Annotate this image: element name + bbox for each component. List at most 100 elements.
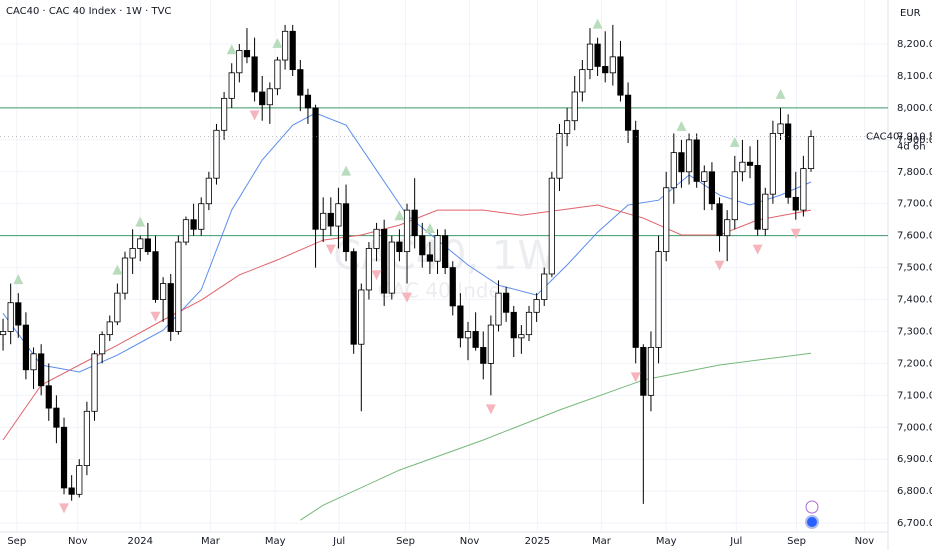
y-tick-label: 7,500.00 xyxy=(897,263,932,274)
candle-body xyxy=(556,133,563,179)
candle-body xyxy=(617,56,624,96)
candle-body xyxy=(525,311,533,336)
candle-body xyxy=(236,50,243,74)
moving-average xyxy=(300,352,812,521)
y-tick-label: 7,600.00 xyxy=(897,231,932,242)
signal-up xyxy=(135,216,146,227)
signal-down xyxy=(249,110,260,121)
candle-body xyxy=(274,59,281,90)
candle-body xyxy=(76,465,83,495)
signal-down xyxy=(325,244,336,255)
candle-body xyxy=(53,407,60,428)
candle-body xyxy=(655,251,662,348)
signal-up xyxy=(676,120,687,131)
candle-body xyxy=(678,152,685,173)
y-tick-label: 8,000.00 xyxy=(897,103,932,114)
candle-body xyxy=(137,238,144,249)
candle-body xyxy=(266,88,273,106)
candle-body xyxy=(350,251,357,345)
candle-body xyxy=(251,56,258,93)
candle-body xyxy=(518,334,525,339)
signal-up xyxy=(424,223,435,234)
candle-body xyxy=(457,305,464,339)
candle-body xyxy=(205,177,212,205)
x-tick-label: Sep xyxy=(787,536,806,547)
candle-body xyxy=(30,353,37,371)
candle-body xyxy=(785,123,792,198)
x-tick-label: Nov xyxy=(460,536,480,547)
candle-body xyxy=(640,347,647,396)
candle-body xyxy=(289,30,296,71)
candle-body xyxy=(91,353,98,412)
candle-body xyxy=(777,123,784,134)
y-tick-label: 7,000.00 xyxy=(897,422,932,433)
candle-body xyxy=(45,385,52,409)
signal-up xyxy=(592,18,603,29)
symbol-label: CAC40 xyxy=(866,131,899,142)
y-tick-label: 7,700.00 xyxy=(897,199,932,210)
last-price-label: 7,910.59 xyxy=(897,131,932,142)
candle-body xyxy=(152,251,159,300)
candle-body xyxy=(503,292,510,313)
candle-body xyxy=(411,209,418,237)
signal-down xyxy=(790,228,801,239)
candle-body xyxy=(663,187,670,253)
y-tick-label: 7,300.00 xyxy=(897,326,932,337)
candle-body xyxy=(716,203,723,237)
signal-up xyxy=(775,88,786,99)
candle-body xyxy=(304,94,312,109)
y-tick-label: 6,700.00 xyxy=(897,518,932,529)
event-icon[interactable] xyxy=(805,515,819,529)
candle-body xyxy=(708,171,716,205)
signal-up xyxy=(112,264,123,275)
candle-body xyxy=(7,302,14,332)
watermark-subtitle: CAC 40 Index xyxy=(378,279,513,303)
candle-body xyxy=(586,43,594,71)
candle-body xyxy=(312,107,319,230)
y-tick-label: 6,900.00 xyxy=(897,454,932,465)
candle-body xyxy=(297,69,304,96)
candle-body xyxy=(541,273,548,300)
candle-body xyxy=(335,203,342,227)
candle-body xyxy=(167,283,174,332)
signal-down xyxy=(752,244,763,255)
candle-body xyxy=(198,203,205,230)
x-tick-label: May xyxy=(265,536,286,547)
signal-down xyxy=(150,311,161,322)
currency[interactable]: EUR xyxy=(900,8,921,19)
candle-body xyxy=(472,331,479,348)
candle-body xyxy=(594,43,601,67)
y-tick-label: 7,400.00 xyxy=(897,295,932,306)
signal-up xyxy=(729,136,740,147)
candle-body xyxy=(22,324,30,371)
y-tick-label: 8,200.00 xyxy=(897,39,932,50)
candle-body xyxy=(129,248,136,259)
x-tick-label: Sep xyxy=(7,536,26,547)
candle-body xyxy=(495,292,502,326)
candle-body xyxy=(647,347,655,396)
candle-body xyxy=(175,241,182,332)
signal-down xyxy=(402,292,413,303)
x-tick-label: May xyxy=(656,536,677,547)
candle-body xyxy=(243,50,251,58)
candle-body xyxy=(281,30,289,61)
candle-body xyxy=(38,353,45,387)
candle-body xyxy=(800,168,807,211)
candle-body xyxy=(487,324,494,364)
candle-body xyxy=(144,238,151,253)
candle-body xyxy=(434,235,441,262)
event-icon[interactable] xyxy=(805,500,819,514)
y-tick-label: 7,900.00 xyxy=(897,135,932,146)
signal-down xyxy=(630,372,641,383)
candle-body xyxy=(739,161,746,173)
signal-up xyxy=(394,210,405,221)
candle-body xyxy=(160,283,167,300)
signal-up xyxy=(226,44,237,55)
x-tick-label: Jul xyxy=(729,536,742,547)
candle-body xyxy=(327,212,334,227)
candle-body xyxy=(564,120,571,134)
x-tick-label: 2025 xyxy=(525,536,550,547)
x-tick-label: Sep xyxy=(396,536,415,547)
candle-body xyxy=(190,219,197,230)
